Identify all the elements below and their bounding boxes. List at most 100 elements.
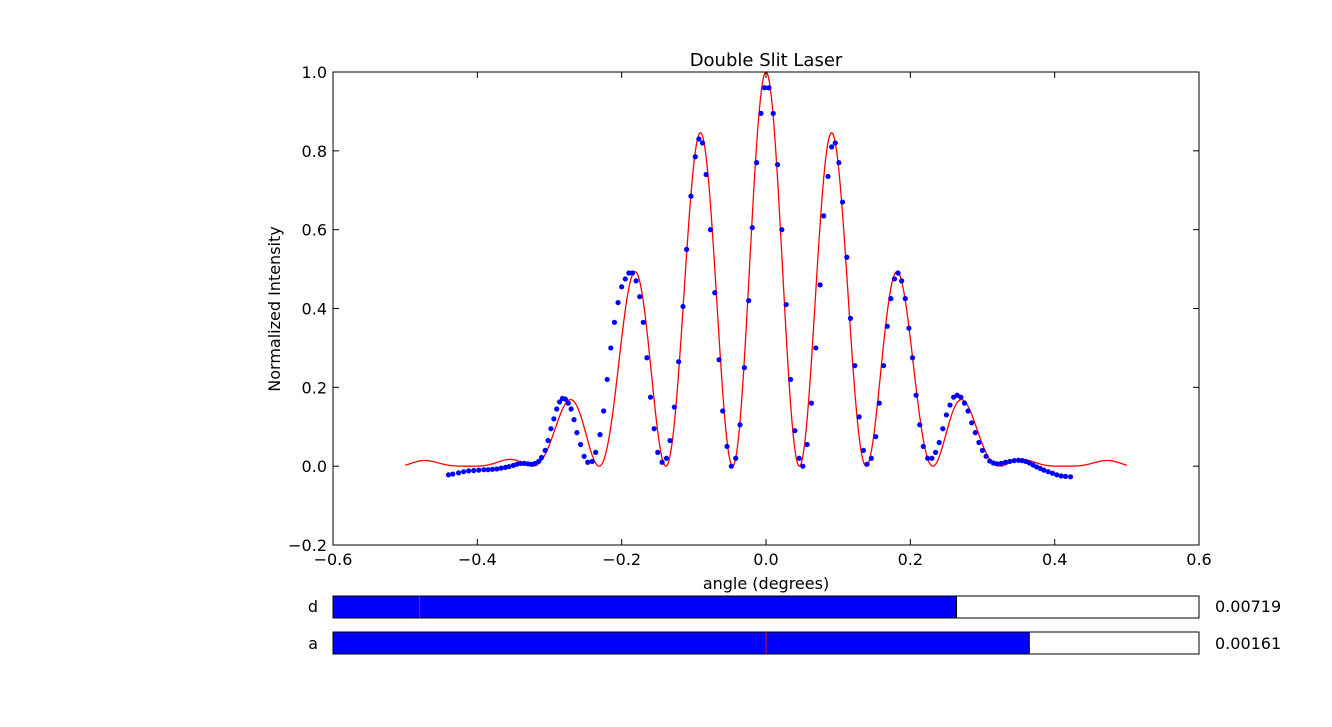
data-point	[998, 460, 1004, 467]
data-point	[562, 396, 568, 402]
data-point	[961, 400, 968, 406]
data-point	[485, 467, 491, 473]
data-point	[976, 439, 982, 446]
data-point	[906, 325, 912, 331]
data-point	[943, 412, 950, 418]
data-point	[832, 140, 838, 146]
data-point	[663, 455, 670, 461]
data-point	[873, 434, 879, 440]
data-point	[626, 270, 632, 276]
x-tick-label: 0.4	[1042, 550, 1067, 569]
data-point	[445, 472, 452, 478]
data-point	[829, 144, 835, 150]
data-point	[692, 154, 698, 160]
data-point	[461, 469, 467, 475]
fit-curve-layer	[405, 72, 1127, 467]
data-point	[471, 467, 477, 474]
data-point	[589, 458, 595, 465]
x-tick-label: −0.2	[602, 550, 641, 569]
plot-area	[332, 71, 1200, 546]
data-point	[1054, 472, 1060, 478]
data-point	[899, 278, 905, 284]
data-point	[568, 406, 574, 412]
data-point	[688, 193, 694, 199]
data-point	[813, 345, 819, 351]
data-point	[839, 199, 846, 205]
data-point	[538, 454, 545, 461]
data-point	[920, 443, 926, 450]
slider-a-value: 0.00161	[1215, 634, 1281, 653]
data-point	[932, 449, 939, 455]
x-axis-label: angle (degrees)	[703, 574, 829, 593]
data-point	[640, 319, 646, 325]
y-tick-label: 0.8	[302, 142, 327, 161]
slider-a-fill[interactable]	[332, 631, 1030, 655]
fit-curve	[405, 72, 1127, 467]
data-point	[800, 463, 806, 469]
data-point	[622, 276, 628, 282]
y-tick-label: 0.4	[302, 300, 327, 319]
data-point	[741, 365, 747, 371]
data-point	[749, 225, 755, 231]
data-point	[844, 254, 850, 260]
data-point	[703, 171, 709, 178]
data-point	[476, 467, 482, 473]
y-tick-label: 0.6	[302, 221, 327, 240]
slider-a-label: a	[308, 634, 318, 653]
data-point	[651, 426, 657, 432]
data-point	[770, 110, 776, 116]
data-point	[972, 430, 978, 436]
data-point	[817, 282, 823, 288]
data-point	[667, 437, 673, 444]
data-point	[655, 449, 661, 455]
data-point	[577, 441, 584, 448]
x-tick-label: −0.4	[458, 550, 497, 569]
data-point	[659, 459, 665, 465]
data-point	[754, 160, 760, 166]
data-point	[779, 227, 785, 233]
data-point	[684, 246, 690, 252]
data-point	[637, 294, 643, 300]
data-point	[1045, 469, 1051, 475]
data-point	[597, 432, 603, 438]
data-point	[895, 270, 901, 276]
data-point	[601, 408, 607, 414]
data-point	[557, 399, 563, 405]
data-point	[746, 298, 752, 304]
data-point	[571, 417, 577, 423]
data-point	[1007, 458, 1013, 465]
data-point	[969, 420, 975, 426]
data-point	[1058, 473, 1064, 479]
data-point	[958, 394, 964, 400]
data-point	[585, 459, 591, 465]
data-point	[716, 357, 722, 363]
data-point	[633, 278, 639, 284]
slider-a[interactable]: a 0.00161	[308, 631, 1281, 655]
data-point	[821, 213, 827, 219]
x-tick-label: 0.2	[898, 550, 923, 569]
data-point	[518, 460, 524, 467]
data-point	[994, 461, 1000, 467]
data-point	[647, 394, 654, 400]
data-point	[608, 345, 614, 351]
data-point	[766, 85, 772, 91]
data-point	[888, 296, 894, 302]
data-point	[804, 441, 810, 448]
data-point	[808, 400, 815, 406]
data-point	[758, 110, 764, 116]
slider-d-value: 0.00719	[1215, 597, 1281, 616]
data-point	[983, 453, 989, 459]
data-point	[680, 303, 686, 310]
data-point	[498, 465, 504, 471]
data-point	[450, 471, 456, 477]
slider-d-fill[interactable]	[332, 595, 957, 619]
data-points-layer	[445, 85, 1074, 480]
data-point	[728, 463, 734, 469]
data-point	[551, 416, 557, 422]
data-point	[891, 276, 898, 282]
slider-d[interactable]: d 0.00719	[308, 595, 1281, 619]
chart-title: Double Slit Laser	[690, 50, 843, 71]
data-point	[783, 301, 789, 308]
data-point	[593, 449, 599, 455]
